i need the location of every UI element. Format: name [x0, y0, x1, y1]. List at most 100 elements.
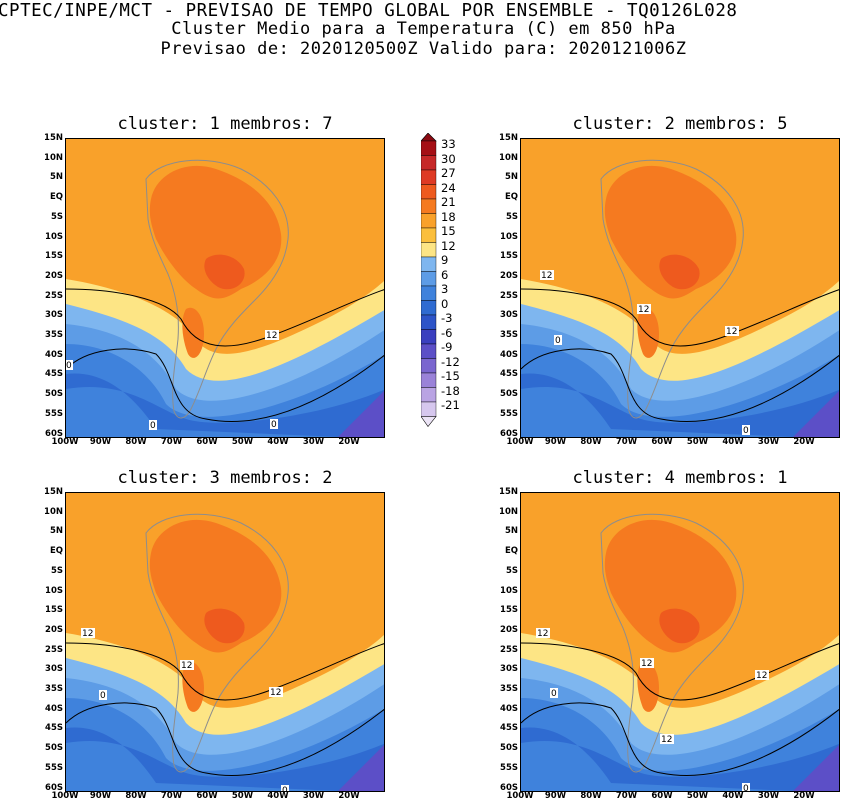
lon-tick-label: 90W — [89, 437, 112, 447]
contour-label: 0 — [282, 786, 288, 792]
lat-tick-label: 40S — [45, 703, 63, 714]
lat-tick-label: 15N — [499, 133, 518, 143]
lat-tick-label: 30S — [500, 310, 518, 321]
lat-tick-label: 50S — [45, 389, 63, 400]
lon-tick-label: 20W — [793, 791, 815, 801]
lat-tick-label: 45S — [500, 369, 518, 380]
lat-tick-label: EQ — [504, 546, 518, 557]
lon-tick-label: 100W — [51, 791, 79, 801]
lat-tick-label: 5S — [505, 565, 518, 576]
colorbar-tick-label: 12 — [441, 238, 456, 253]
lat-tick-label: 5N — [504, 526, 518, 537]
lat-tick-label: 45S — [500, 723, 518, 734]
lon-tick-label: 40W — [267, 791, 289, 801]
lon-tick-label: 40W — [267, 437, 289, 447]
panel-title: cluster: 1 membros: 7 — [117, 114, 333, 134]
contour-label: 0 — [555, 336, 561, 346]
lat-tick-label: 60S — [500, 428, 518, 439]
lat-tick-label: 10S — [500, 231, 518, 242]
contour-label: 12 — [181, 661, 192, 671]
contour-label: 12 — [537, 629, 548, 639]
lon-tick-label: 70W — [160, 791, 183, 801]
lon-tick-label: 40W — [722, 437, 744, 447]
lat-tick-label: 55S — [45, 762, 63, 773]
map-plot: 12 12 12 0 0 — [65, 492, 385, 792]
colorbar-tick-label: -9 — [441, 340, 453, 354]
lat-tick-label: 45S — [45, 369, 63, 380]
lon-tick-label: 90W — [89, 791, 112, 801]
lat-tick-label: 5N — [504, 172, 518, 183]
lat-tick-label: 10N — [44, 506, 63, 517]
lat-tick-label: 15S — [500, 605, 518, 616]
lat-tick-label: 50S — [500, 389, 518, 400]
contour-label: 0 — [271, 420, 277, 430]
lon-tick-label: 60W — [651, 437, 673, 447]
lat-tick-label: 5N — [49, 172, 63, 183]
lon-tick-label: 80W — [580, 437, 602, 447]
lat-tick-label: 35S — [45, 330, 63, 340]
lat-tick-label: 10S — [45, 231, 63, 242]
lat-tick-label: 15N — [499, 487, 518, 497]
lat-tick-label: 15N — [44, 133, 63, 143]
lat-tick-label: 5S — [505, 211, 518, 222]
lat-tick-label: 10S — [45, 585, 63, 596]
colorbar-tick-label: -21 — [441, 398, 460, 412]
lat-tick-label: 35S — [500, 684, 518, 694]
lat-tick-label: EQ — [504, 192, 518, 203]
lat-tick-label: EQ — [49, 546, 63, 557]
lon-tick-label: 80W — [125, 437, 147, 447]
colorbar-tick-label: -6 — [441, 325, 453, 340]
lon-tick-label: 90W — [544, 791, 567, 801]
lat-tick-label: 45S — [45, 723, 63, 734]
temperature-field: 12 12 12 0 0 — [66, 493, 384, 792]
colorbar-tick-label: 6 — [441, 267, 449, 282]
lat-tick-label: 20S — [500, 270, 518, 281]
lat-tick-label: 50S — [45, 743, 63, 754]
lat-tick-label: 10N — [499, 506, 518, 517]
colorbar-tick-label: -3 — [441, 311, 453, 325]
lon-tick-label: 30W — [302, 437, 325, 447]
panel-title: cluster: 2 membros: 5 — [572, 114, 788, 134]
header-dates: Previsao de: 2020120500Z Valido para: 20… — [160, 39, 687, 59]
lat-tick-label: 15N — [44, 487, 63, 497]
contour-label: 12 — [726, 327, 737, 337]
lat-tick-label: 10N — [499, 152, 518, 163]
lat-tick-label: 20S — [45, 270, 63, 281]
lon-tick-label: 80W — [125, 791, 147, 801]
lon-tick-label: 30W — [757, 791, 780, 801]
lat-tick-label: 30S — [45, 664, 63, 675]
lat-tick-label: 60S — [45, 782, 63, 793]
colorbar-tick-label: -12 — [441, 354, 460, 369]
contour-label: 12 — [541, 271, 552, 281]
lat-tick-label: 50S — [500, 743, 518, 754]
contour-label: 0 — [66, 361, 72, 371]
lat-tick-label: 20S — [45, 624, 63, 635]
contour-label: 12 — [270, 688, 281, 698]
map-plot: 12 12 12 12 0 0 — [520, 492, 840, 792]
lat-tick-label: 5N — [49, 526, 63, 537]
lat-tick-label: 15S — [45, 251, 63, 262]
panel-title: cluster: 3 membros: 2 — [117, 468, 333, 488]
contour-label: 0 — [150, 421, 156, 431]
lat-tick-label: 25S — [500, 644, 518, 655]
header-subtitle: Cluster Medio para a Temperatura (C) em … — [171, 19, 676, 39]
temperature-field: 12 12 12 0 0 — [521, 139, 839, 437]
lon-tick-label: 50W — [231, 791, 254, 801]
lat-tick-label: EQ — [49, 192, 63, 203]
contour-label: 12 — [638, 305, 649, 315]
lat-tick-label: 40S — [500, 703, 518, 714]
lat-tick-label: 30S — [45, 310, 63, 321]
lat-tick-label: 55S — [45, 408, 63, 419]
lat-tick-label: 25S — [45, 290, 63, 301]
lat-tick-label: 25S — [45, 644, 63, 655]
lat-tick-label: 55S — [500, 408, 518, 419]
colorbar-tick-label: 0 — [441, 296, 449, 311]
lon-tick-label: 50W — [686, 437, 709, 447]
contour-label: 12 — [266, 331, 277, 341]
lat-tick-label: 10N — [44, 152, 63, 163]
colorbar-tick-label: -18 — [441, 383, 460, 398]
lon-tick-label: 100W — [506, 791, 534, 801]
colorbar-tick-label: 30 — [441, 151, 456, 166]
lon-tick-label: 100W — [51, 437, 79, 447]
lon-tick-label: 50W — [686, 791, 709, 801]
